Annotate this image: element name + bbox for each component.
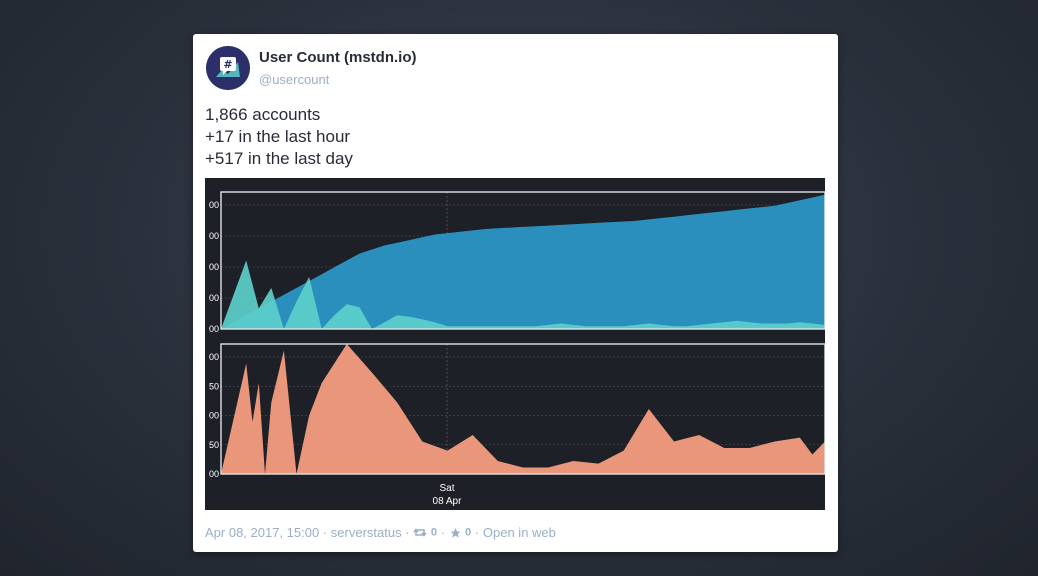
status-meta: Apr 08, 2017, 15:00 · serverstatus · 0 ·…: [205, 524, 556, 540]
x-tick-label: Sat: [439, 483, 454, 494]
y-tick-label: 00: [209, 411, 219, 421]
y-tick-label: 00: [209, 231, 219, 241]
username[interactable]: @usercount: [259, 72, 330, 87]
y-tick-label: 00: [209, 200, 219, 210]
series-area-activity: [221, 344, 825, 474]
hashtag-logo-icon: #: [206, 46, 250, 90]
separator: ·: [322, 525, 328, 541]
svg-text:#: #: [223, 58, 232, 71]
display-name[interactable]: User Count (mstdn.io): [259, 49, 417, 66]
y-tick-label: 00: [209, 324, 219, 334]
status-line: +17 in the last hour: [205, 127, 351, 146]
favourite-count: 0: [465, 526, 472, 539]
y-tick-label: 50: [209, 381, 219, 391]
user-count-chart: 00 00 00 00 00 00 50 00 50 00 Sat 08 Apr: [209, 191, 826, 507]
accounts-area-chart: 00 00 00 00 00: [209, 191, 826, 334]
y-tick-label: 00: [209, 352, 219, 362]
series-area-accounts: [221, 194, 825, 329]
boost-count: 0: [430, 526, 437, 539]
y-tick-label: 50: [209, 440, 219, 450]
open-in-web-link[interactable]: Open in web: [482, 525, 556, 541]
status-content: 1,866 accounts +17 in the last hour +517…: [205, 104, 353, 170]
star-icon[interactable]: [449, 527, 462, 539]
series-area-active: [221, 260, 825, 329]
y-tick-label: 00: [209, 469, 219, 479]
status-line: 1,866 accounts: [205, 105, 321, 124]
separator: ·: [405, 525, 410, 541]
separator: ·: [474, 525, 480, 541]
status-line: +517 in the last day: [205, 149, 353, 168]
avatar[interactable]: #: [206, 46, 250, 90]
retweet-icon[interactable]: [413, 527, 427, 538]
timestamp[interactable]: Apr 08, 2017, 15:00: [205, 525, 320, 541]
separator: ·: [440, 525, 445, 541]
y-tick-label: 00: [209, 293, 219, 303]
y-tick-label: 00: [209, 262, 219, 272]
status-card: # User Count (mstdn.io) @usercount 1,866…: [193, 34, 838, 552]
media-attachment[interactable]: 00 00 00 00 00 00 50 00 50 00 Sat 08 Apr: [205, 178, 826, 510]
application-name: serverstatus: [330, 525, 402, 541]
x-tick-label: 08 Apr: [433, 496, 463, 507]
activity-area-chart: 00 50 00 50 00: [209, 343, 826, 479]
